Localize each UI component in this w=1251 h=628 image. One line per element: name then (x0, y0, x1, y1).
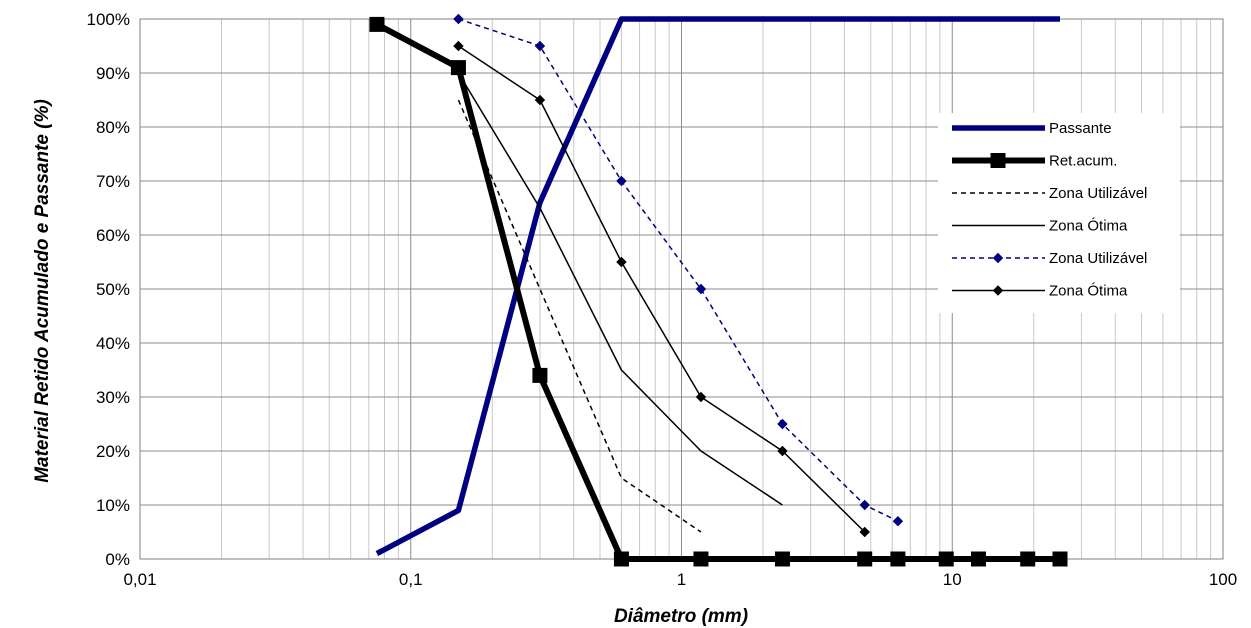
data-point (613, 551, 629, 567)
x-tick-label: 100 (1209, 570, 1237, 589)
data-point (938, 551, 954, 567)
legend: Passante Ret.acum. Zona Utilizável Zona Óti… (938, 113, 1180, 313)
y-tick-label: 100% (87, 10, 130, 29)
series-5 (453, 40, 870, 538)
data-point (616, 256, 627, 268)
x-axis-title: Diâmetro (mm) (614, 606, 748, 627)
y-axis-title: Material Retido Acumulado e Passante (%) (32, 99, 53, 483)
data-point (534, 94, 546, 106)
legend-label: Passante (1049, 120, 1112, 137)
data-point (695, 283, 707, 295)
data-point (857, 551, 873, 567)
data-point (1020, 551, 1036, 567)
legend-label: Zona Ótima (1049, 283, 1128, 300)
data-point (450, 60, 466, 76)
series-line (375, 16, 1060, 557)
data-point (534, 40, 546, 52)
series-line (375, 21, 1060, 562)
series-2 (457, 99, 702, 533)
legend-item: Passante (952, 120, 1112, 137)
y-tick-label: 90% (96, 64, 130, 83)
y-tick-label: 0% (105, 550, 130, 569)
legend-box (938, 113, 1180, 313)
y-tick-label: 70% (96, 172, 130, 191)
legend-marker (992, 285, 1004, 296)
legend-marker (992, 252, 1004, 264)
data-point (777, 445, 788, 457)
data-point (859, 526, 870, 538)
y-tick-label: 40% (96, 334, 130, 353)
series-layer (369, 13, 1068, 567)
data-point (892, 515, 904, 527)
data-point (859, 499, 870, 511)
x-tick-label: 1 (677, 570, 686, 589)
legend-marker (990, 153, 1006, 168)
y-tick-label: 30% (96, 388, 130, 407)
legend-item: Zona Utilizável (952, 250, 1147, 267)
series-line (457, 72, 783, 506)
data-point (369, 16, 385, 32)
series-0 (375, 16, 1060, 557)
legend-label: Zona Utilizável (1049, 185, 1147, 202)
data-point (453, 40, 464, 52)
data-point (453, 13, 464, 25)
data-point (777, 418, 788, 430)
data-point (1052, 551, 1068, 567)
legend-label: Ret.acum. (1049, 153, 1117, 170)
data-point (693, 551, 709, 567)
data-point (774, 551, 790, 567)
series-3 (457, 72, 783, 506)
tick-labels: 0,01 0,1 1 10 100 0% 10% 20% 30% 40% 50% 60% 70% 80% 9… (87, 10, 1238, 589)
y-tick-label: 60% (96, 226, 130, 245)
series-line (457, 99, 702, 533)
series-4 (453, 13, 904, 527)
legend-item: Ret.acum. (952, 153, 1117, 170)
data-point (695, 391, 707, 403)
x-tick-label: 10 (943, 570, 962, 589)
y-tick-label: 10% (96, 496, 130, 515)
x-tick-label: 0,01 (123, 570, 156, 589)
data-point (890, 551, 906, 567)
series-line (458, 45, 866, 533)
legend-label: Zona Utilizável (1049, 250, 1147, 267)
y-tick-label: 80% (96, 118, 130, 137)
y-tick-label: 50% (96, 280, 130, 299)
data-point (970, 551, 986, 567)
legend-item: Zona Ótima (952, 283, 1128, 300)
y-tick-label: 20% (96, 442, 130, 461)
data-point (616, 175, 627, 187)
legend-label: Zona Ótima (1049, 218, 1128, 235)
series-1 (369, 16, 1068, 567)
data-point (532, 367, 548, 383)
legend-item: Zona Ótima (952, 218, 1128, 235)
legend-item: Zona Utilizável (952, 185, 1147, 202)
x-tick-label: 0,1 (399, 570, 423, 589)
